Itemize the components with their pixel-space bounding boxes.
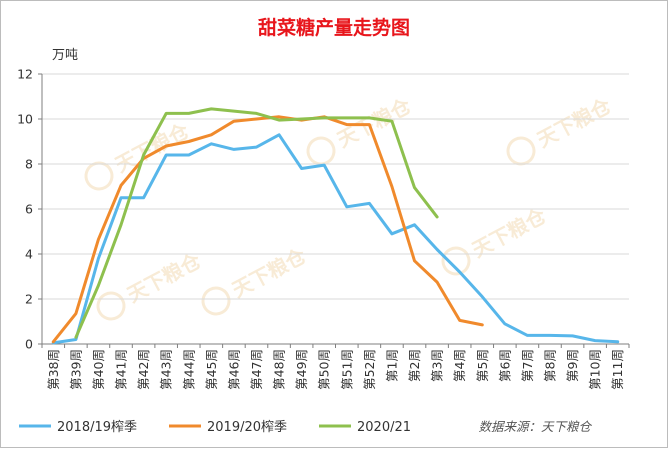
- series-line: [74, 107, 439, 339]
- legend-label: 2019/20榨季: [207, 419, 287, 435]
- watermark-text: 天下粮仓: [123, 248, 206, 307]
- x-tick-label: 第4周: [452, 349, 467, 382]
- x-tick-label: 第38周: [46, 349, 61, 390]
- x-tick-label: 第43周: [159, 349, 174, 390]
- y-tick-label: 8: [25, 157, 33, 172]
- y-tick-label: 10: [17, 112, 33, 127]
- x-tick-label: 第52周: [362, 349, 377, 390]
- data-source-note: 数据来源：天下粮仓: [478, 419, 592, 434]
- x-tick-label: 第51周: [339, 349, 354, 390]
- watermark-logo-icon: [506, 136, 536, 166]
- series-line: [51, 133, 620, 345]
- watermark-logo-icon: [441, 246, 471, 276]
- x-tick-label: 第8周: [542, 349, 557, 382]
- y-axis-unit-label: 万吨: [52, 48, 78, 63]
- x-tick-label: 第50周: [317, 349, 332, 390]
- legend-label: 2018/19榨季: [57, 419, 137, 435]
- y-tick-label: 6: [25, 202, 33, 217]
- watermark-text: 天下粮仓: [228, 243, 311, 302]
- x-tick-label: 第7周: [520, 349, 535, 382]
- watermark: 天下粮仓: [306, 93, 416, 166]
- x-tick-label: 第39周: [68, 349, 83, 390]
- y-tick-label: 4: [25, 247, 33, 262]
- watermark-text: 天下粮仓: [468, 203, 551, 262]
- y-axis-ticks: 0 2 4 6 8 10 12: [17, 67, 42, 352]
- x-tick-label: 第10周: [588, 349, 603, 390]
- x-tick-label: 第42周: [136, 349, 151, 390]
- x-tick-label: 第5周: [475, 349, 490, 382]
- x-tick-label: 第45周: [204, 349, 219, 390]
- x-tick-label: 第1周: [384, 349, 399, 382]
- x-tick-label: 第49周: [294, 349, 309, 390]
- x-tick-label: 第2周: [407, 349, 422, 382]
- series-layer: [51, 107, 620, 345]
- y-tick-label: 12: [17, 67, 33, 82]
- watermark-logo-icon: [201, 286, 231, 316]
- x-tick-label: 第47周: [249, 349, 264, 390]
- y-tick-label: 0: [25, 337, 33, 352]
- x-tick-label: 第11周: [610, 349, 625, 390]
- x-tick-label: 第48周: [272, 349, 287, 390]
- gridlines: [42, 73, 629, 345]
- x-tick-label: 第6周: [497, 349, 512, 382]
- legend-label: 2020/21: [357, 420, 411, 435]
- axes: [41, 74, 629, 345]
- watermark-logo-icon: [84, 161, 114, 191]
- legend: 2018/19榨季 2019/20榨季 2020/21: [19, 419, 411, 435]
- y-tick-label: 2: [25, 292, 33, 307]
- x-axis-ticks: 第38周 第39周 第40周 第41周 第42周 第43周 第44周 第45周 第46周 第47周…: [41, 344, 630, 390]
- watermark: 天下粮仓: [96, 248, 206, 321]
- x-tick-label: 第40周: [91, 349, 106, 390]
- watermark: 天下粮仓: [506, 93, 616, 166]
- x-tick-label: 第46周: [226, 349, 241, 390]
- x-tick-label: 第3周: [430, 349, 445, 382]
- x-tick-label: 第41周: [114, 349, 129, 390]
- chart-title: 甜菜糖产量走势图: [258, 16, 410, 39]
- watermark-text: 天下粮仓: [533, 93, 616, 152]
- watermark-text: 天下粮仓: [111, 118, 194, 177]
- x-tick-label: 第9周: [565, 349, 580, 382]
- watermark-logo-icon: [306, 136, 336, 166]
- watermark-logo-icon: [96, 291, 126, 321]
- x-tick-label: 第44周: [181, 349, 196, 390]
